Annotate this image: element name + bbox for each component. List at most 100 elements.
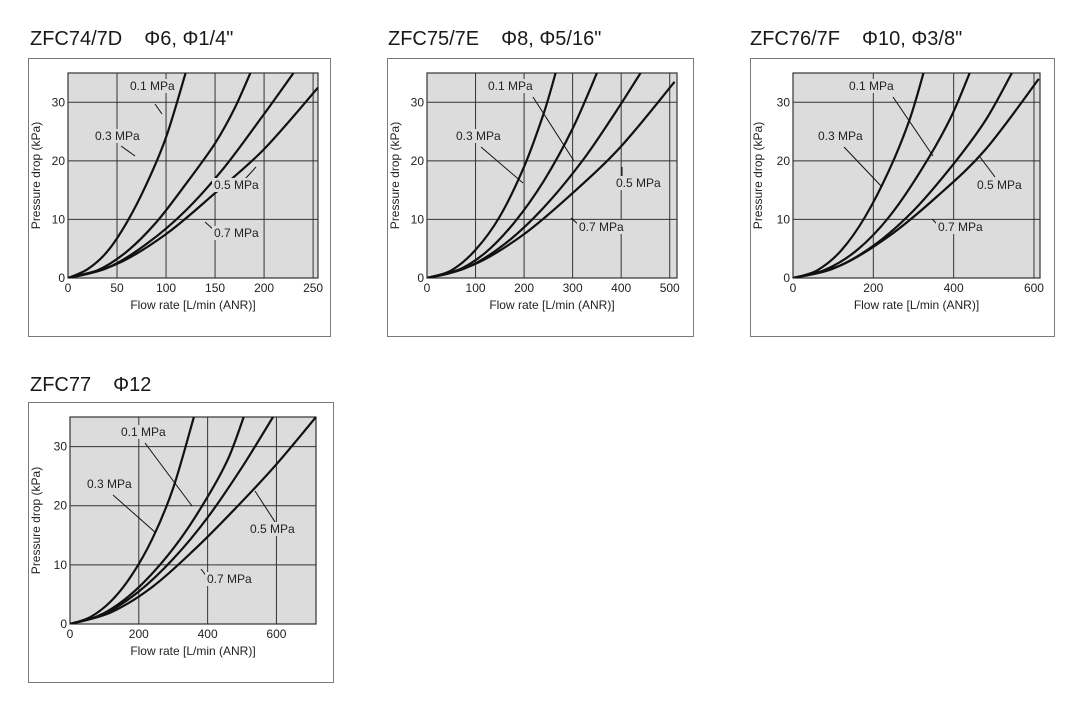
x-tick-label: 250: [303, 281, 323, 295]
x-tick-label: 200: [254, 281, 274, 295]
series-label-bg: [205, 572, 256, 586]
y-axis-label: Pressure drop (kPa): [388, 122, 402, 229]
y-tick-label: 20: [411, 154, 425, 168]
chart-panel-zfc77: ZFC77 Φ12 0 200 400 600 0 10 20 30 0.1 MPa 0.3 MPa…: [28, 374, 340, 684]
series-leader-line: [532, 96, 575, 162]
series-label-bg: [128, 79, 179, 93]
x-axis-label: Flow rate [L/min (ANR)]: [489, 298, 614, 312]
series-label-bg: [119, 425, 170, 439]
x-tick-label: 400: [611, 281, 631, 295]
series-leader-line: [244, 166, 257, 180]
y-tick-label: 10: [777, 212, 791, 226]
series-leader-line: [843, 146, 883, 188]
x-tick-label: 100: [156, 281, 176, 295]
y-tick-label: 0: [417, 271, 424, 285]
chart-frame: 0 200 400 600 0 10 20 30 0.1 MPa 0.3 MPa 0.5 MPa 0.…: [28, 402, 334, 683]
series-label: 0.5 MPa: [977, 178, 1022, 192]
size-label: Φ8, Φ5/16": [501, 28, 602, 50]
x-axis-label: Flow rate [L/min (ANR)]: [854, 298, 979, 312]
x-tick-label: 200: [129, 627, 149, 641]
chart-zfc76: 0 200 400 600 0 10 20 30 0.1 MPa 0.3 MPa 0.5 MPa 0.…: [751, 72, 1044, 312]
series-label-bg: [248, 522, 299, 536]
chart-panel-zfc74: ZFC74/7D Φ6, Φ1/4" 0 50 100 150 200 250 0 10 20 30…: [28, 28, 331, 338]
series-label: 0.3 MPa: [818, 129, 863, 143]
y-tick-label: 20: [777, 154, 791, 168]
model-label: ZFC74/7D: [30, 28, 123, 50]
series-label-bg: [816, 129, 867, 143]
x-tick-label: 400: [198, 627, 218, 641]
series-label-bg: [454, 129, 505, 143]
series-line: [70, 417, 195, 624]
x-tick-label: 400: [944, 281, 964, 295]
plot-border: [792, 72, 1041, 279]
series-label-bg: [614, 176, 665, 190]
series-label-bg: [936, 220, 987, 234]
chart-frame: 0 200 400 600 0 10 20 30 0.1 MPa 0.3 MPa 0.5 MPa 0.…: [750, 58, 1055, 337]
series-leader-line: [979, 156, 996, 178]
series-label: 0.7 MPa: [207, 572, 252, 586]
y-tick-label: 20: [54, 499, 68, 513]
plot-border: [67, 72, 319, 279]
series-label-bg: [212, 178, 263, 192]
x-tick-label: 0: [424, 281, 431, 295]
y-tick-label: 0: [60, 617, 67, 631]
size-label: Φ6, Φ1/4": [144, 28, 234, 50]
x-axis-label: Flow rate [L/min (ANR)]: [130, 644, 255, 658]
series-label: 0.1 MPa: [130, 79, 175, 93]
series-leader-line: [154, 103, 163, 115]
x-tick-label: 200: [863, 281, 883, 295]
y-tick-label: 0: [783, 271, 790, 285]
y-tick-label: 30: [411, 95, 425, 109]
chart-zfc74: 0 50 100 150 200 250 0 10 20 30 0.1 MPa 0.3 MPa 0.5 …: [29, 72, 323, 312]
plot-border: [426, 72, 678, 279]
series-label-bg: [847, 79, 898, 93]
series-leader-line: [120, 145, 136, 157]
plot-area: [793, 73, 1040, 278]
y-axis-label: Pressure drop (kPa): [29, 122, 43, 229]
chart-title: ZFC74/7D Φ6, Φ1/4": [30, 28, 233, 51]
x-tick-label: 500: [660, 281, 680, 295]
series-label-bg: [85, 477, 136, 491]
series-leader-line: [254, 490, 278, 526]
x-tick-label: 150: [205, 281, 225, 295]
series-label: 0.1 MPa: [849, 79, 894, 93]
series-label-bg: [212, 226, 263, 240]
y-tick-label: 10: [54, 558, 68, 572]
y-tick-label: 10: [411, 212, 425, 226]
y-axis-label: Pressure drop (kPa): [29, 467, 43, 574]
series-label-bg: [577, 220, 628, 234]
chart-zfc77: 0 200 400 600 0 10 20 30 0.1 MPa 0.3 MPa 0.5 MPa 0.…: [29, 416, 317, 658]
y-tick-label: 0: [58, 271, 65, 285]
series-label-bg: [975, 178, 1026, 192]
series-line: [68, 86, 318, 278]
x-tick-label: 0: [67, 627, 74, 641]
series-leader-line: [892, 96, 934, 157]
x-tick-label: 200: [514, 281, 534, 295]
series-label-bg: [93, 129, 144, 143]
chart-panel-zfc76: ZFC76/7F Φ10, Φ3/8" 0 200 400 600 0 10 20 30 0.1 …: [750, 28, 1060, 338]
y-tick-label: 30: [54, 440, 68, 454]
series-label: 0.3 MPa: [95, 129, 140, 143]
model-label: ZFC76/7F: [750, 28, 841, 50]
chart-title: ZFC76/7F Φ10, Φ3/8": [750, 28, 962, 51]
chart-zfc75: 0 100 200 300 400 500 0 10 20 30 0.1 MPa 0.3 MPa 0.5…: [388, 72, 680, 312]
series-line: [793, 73, 925, 278]
size-label: Φ10, Φ3/8": [862, 28, 963, 50]
plot-area: [427, 73, 677, 278]
series-line: [70, 417, 316, 624]
chart-panel-zfc75: ZFC75/7E Φ8, Φ5/16" 0 100 200 300 400 500 0 10 20…: [387, 28, 698, 338]
series-leader-line: [480, 146, 524, 184]
chart-title: ZFC75/7E Φ8, Φ5/16": [388, 28, 601, 51]
x-tick-label: 0: [65, 281, 72, 295]
series-label: 0.3 MPa: [87, 477, 132, 491]
series-line: [793, 78, 1040, 278]
series-label: 0.5 MPa: [250, 522, 295, 536]
x-tick-label: 300: [563, 281, 583, 295]
model-label: ZFC77: [30, 374, 92, 396]
x-tick-label: 600: [1024, 281, 1044, 295]
y-tick-label: 30: [777, 95, 791, 109]
x-tick-label: 100: [466, 281, 486, 295]
series-label: 0.3 MPa: [456, 129, 501, 143]
y-axis-label: Pressure drop (kPa): [751, 122, 765, 229]
chart-frame: 0 100 200 300 400 500 0 10 20 30 0.1 MPa 0.3 MPa 0.5…: [387, 58, 694, 337]
